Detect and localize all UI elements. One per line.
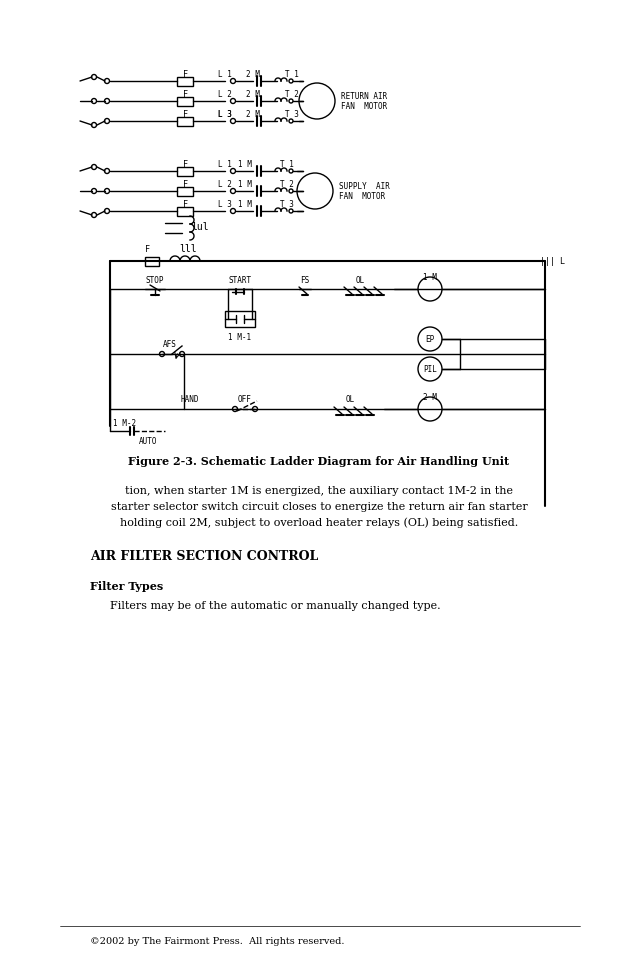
Bar	[145, 256, 159, 265]
Text: EP: EP	[426, 334, 434, 344]
Text: L 3: L 3	[218, 110, 232, 118]
Text: FAN  MOTOR: FAN MOTOR	[339, 191, 385, 200]
Bar	[177, 186, 193, 195]
Text: F: F	[182, 159, 188, 169]
Text: RETURN AIR: RETURN AIR	[341, 91, 387, 101]
Bar	[177, 207, 193, 216]
Text: 2 M: 2 M	[246, 89, 260, 98]
Text: PIL: PIL	[423, 364, 437, 374]
Text: L 3: L 3	[218, 199, 232, 209]
Text: L 1: L 1	[218, 70, 232, 79]
Text: T 3: T 3	[280, 199, 294, 209]
Text: L 2: L 2	[218, 180, 232, 188]
Text: T 1: T 1	[285, 70, 299, 79]
Text: ||| L: ||| L	[540, 256, 565, 265]
Text: START: START	[228, 276, 251, 285]
Bar	[225, 311, 255, 327]
Bar	[177, 117, 193, 125]
Text: SUPPLY  AIR: SUPPLY AIR	[339, 182, 390, 190]
Text: L 3: L 3	[218, 110, 232, 118]
Text: L 2: L 2	[218, 89, 232, 98]
Text: F: F	[182, 180, 188, 188]
Bar	[177, 96, 193, 106]
Text: T 1: T 1	[280, 159, 294, 169]
Text: FS: FS	[300, 276, 309, 285]
Text: 2 M: 2 M	[423, 392, 437, 401]
Text: ©2002 by The Fairmont Press.  All rights reserved.: ©2002 by The Fairmont Press. All rights …	[90, 936, 345, 946]
Text: 1 M: 1 M	[238, 199, 252, 209]
Text: OL: OL	[355, 276, 365, 285]
Text: F: F	[145, 245, 151, 253]
Text: 1 M: 1 M	[423, 273, 437, 282]
Text: OL: OL	[345, 394, 355, 404]
Text: lll: lll	[179, 244, 197, 254]
Text: AIR FILTER SECTION CONTROL: AIR FILTER SECTION CONTROL	[90, 550, 318, 562]
Text: Filters may be of the automatic or manually changed type.: Filters may be of the automatic or manua…	[110, 601, 441, 611]
Text: T 2: T 2	[280, 180, 294, 188]
Text: Figure 2-3. Schematic Ladder Diagram for Air Handling Unit: Figure 2-3. Schematic Ladder Diagram for…	[128, 455, 510, 466]
Text: 1 M-1: 1 M-1	[228, 332, 251, 342]
Text: 1 M: 1 M	[238, 180, 252, 188]
Text: 1 M-2: 1 M-2	[114, 419, 137, 427]
Text: tion, when starter 1M is energized, the auxiliary contact 1M-2 in the: tion, when starter 1M is energized, the …	[125, 486, 513, 496]
Text: AFS: AFS	[163, 340, 177, 349]
Text: 2 M: 2 M	[246, 70, 260, 79]
Text: 1 M: 1 M	[238, 159, 252, 169]
Text: Filter Types: Filter Types	[90, 581, 163, 591]
Text: T 2: T 2	[285, 89, 299, 98]
Bar	[177, 166, 193, 176]
Text: F: F	[182, 110, 188, 118]
Text: OFF: OFF	[238, 394, 252, 404]
Text: starter selector switch circuit closes to energize the return air fan starter: starter selector switch circuit closes t…	[110, 502, 528, 512]
Text: 2 M: 2 M	[246, 110, 260, 118]
Text: F: F	[182, 70, 188, 79]
Text: AUTO: AUTO	[138, 437, 157, 446]
Text: L 1: L 1	[218, 159, 232, 169]
Text: HAND: HAND	[181, 394, 199, 404]
Text: F: F	[182, 199, 188, 209]
Bar	[177, 77, 193, 85]
Text: FAN  MOTOR: FAN MOTOR	[341, 102, 387, 111]
Text: holding coil 2M, subject to overload heater relays (OL) being satisfied.: holding coil 2M, subject to overload hea…	[120, 518, 518, 528]
Text: STOP: STOP	[145, 276, 164, 285]
Text: lul: lul	[191, 222, 209, 232]
Text: F: F	[182, 89, 188, 98]
Text: T 3: T 3	[285, 110, 299, 118]
